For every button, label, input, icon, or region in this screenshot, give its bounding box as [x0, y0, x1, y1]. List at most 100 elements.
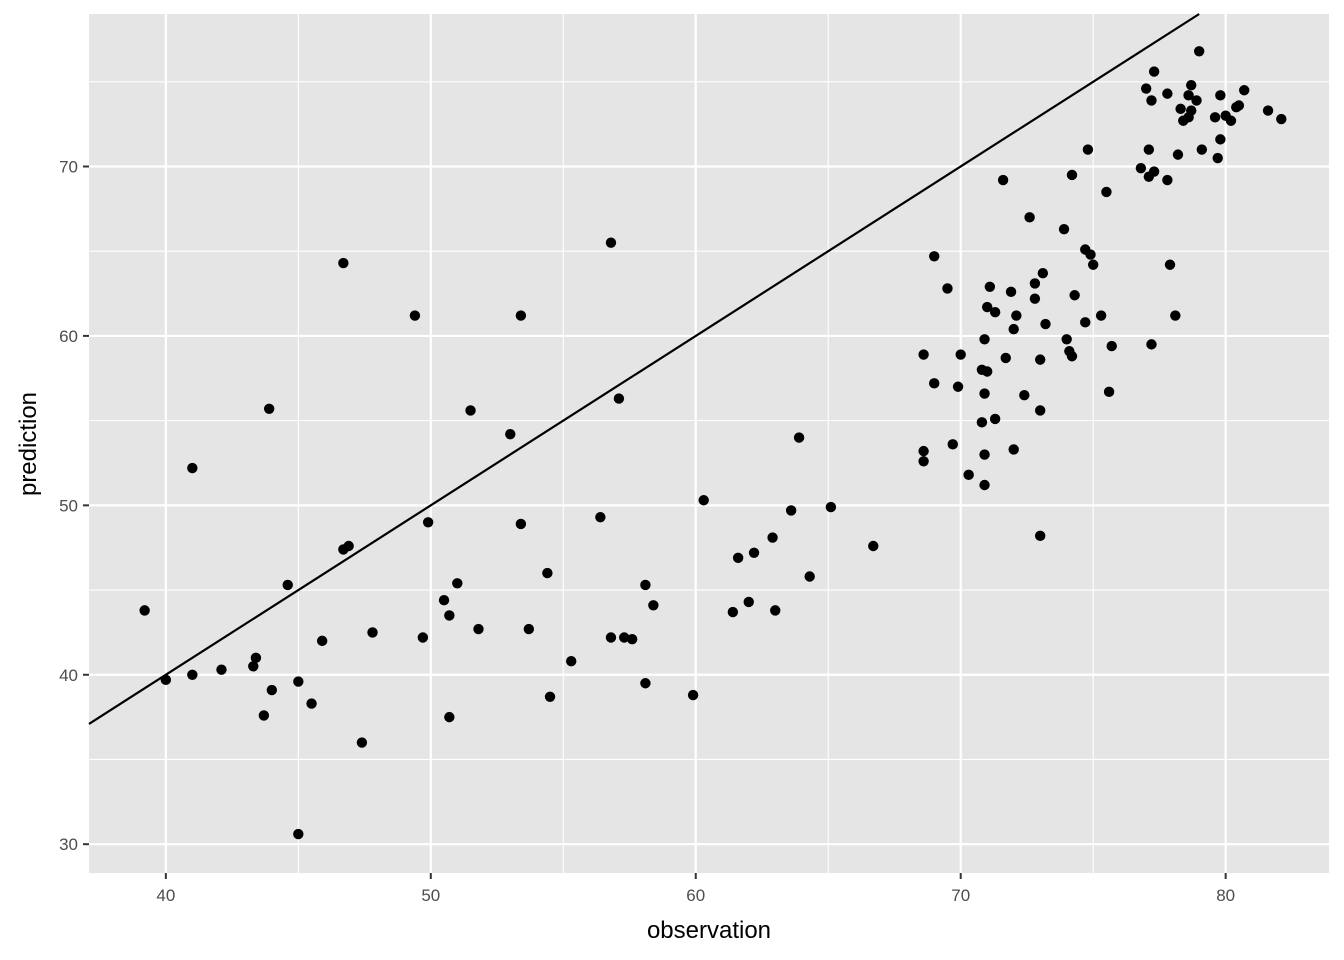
data-point — [1069, 290, 1080, 301]
data-point — [1209, 112, 1221, 123]
data-point — [266, 684, 278, 696]
data-point — [1082, 144, 1094, 155]
panel-background — [89, 14, 1329, 873]
data-point — [1008, 444, 1019, 455]
data-point — [825, 501, 837, 513]
data-point — [282, 579, 293, 591]
data-point — [942, 283, 953, 294]
data-point — [1000, 352, 1011, 364]
data-point — [452, 578, 463, 589]
data-point — [979, 388, 990, 399]
data-point — [1095, 310, 1107, 321]
x-tick-labels: 40 50 60 70 80 — [156, 886, 1235, 905]
data-point — [1029, 293, 1041, 304]
data-point — [505, 428, 516, 440]
data-point — [1215, 90, 1226, 101]
data-point — [515, 310, 527, 321]
data-point — [952, 381, 964, 392]
data-point — [929, 378, 940, 389]
y-tick-labels: 30 40 50 60 70 — [59, 157, 78, 854]
data-point — [1034, 405, 1046, 416]
data-point — [984, 281, 996, 292]
minor-gridlines — [89, 14, 1329, 873]
data-point — [979, 449, 990, 460]
major-gridlines — [89, 14, 1329, 873]
data-point — [1008, 323, 1019, 335]
data-point — [743, 596, 754, 608]
data-point — [640, 579, 651, 591]
data-point — [293, 676, 304, 687]
data-point — [767, 532, 778, 543]
data-point — [918, 445, 929, 457]
data-point — [438, 595, 450, 606]
data-point — [868, 540, 879, 552]
data-point — [338, 257, 349, 269]
data-point — [1148, 166, 1160, 177]
y-axis-title: prediction — [15, 392, 42, 496]
data-point — [1106, 340, 1117, 352]
data-point — [250, 652, 262, 664]
x-tick-label: 40 — [156, 886, 175, 905]
data-point — [444, 610, 455, 621]
data-point — [1034, 354, 1046, 365]
data-point — [595, 512, 606, 523]
data-point — [187, 669, 198, 680]
y-tick-label: 70 — [59, 157, 78, 176]
data-point — [1101, 186, 1112, 198]
data-point — [544, 691, 556, 702]
axis-ticks — [83, 165, 1227, 879]
data-point — [804, 571, 815, 582]
data-point — [160, 674, 172, 686]
data-point — [976, 417, 988, 428]
data-point — [1135, 162, 1147, 174]
x-axis-title: observation — [647, 917, 771, 944]
data-point — [1186, 79, 1197, 91]
y-tick-label: 40 — [59, 666, 78, 685]
data-point — [605, 632, 617, 643]
data-point — [918, 456, 929, 467]
data-point — [1143, 144, 1155, 155]
data-point — [139, 605, 150, 616]
data-point — [263, 403, 275, 414]
data-point — [1061, 334, 1072, 345]
data-point — [982, 301, 993, 313]
data-point — [1148, 66, 1160, 77]
data-point — [1196, 144, 1208, 155]
data-point — [1037, 268, 1049, 279]
data-point — [444, 711, 455, 723]
data-point — [698, 495, 709, 506]
data-point — [1170, 310, 1181, 321]
data-point — [258, 710, 270, 721]
data-point — [918, 349, 929, 360]
data-point — [640, 678, 651, 689]
data-point — [367, 627, 378, 638]
data-point — [343, 540, 354, 552]
data-point — [989, 306, 1001, 318]
data-point — [963, 469, 974, 481]
data-point — [1239, 85, 1250, 96]
data-point — [947, 439, 958, 450]
data-point — [648, 600, 659, 611]
data-point — [1164, 259, 1176, 270]
data-point — [1005, 286, 1017, 298]
data-point — [1034, 530, 1046, 542]
data-point — [409, 310, 421, 321]
data-point — [770, 605, 781, 616]
data-point — [1193, 46, 1205, 57]
data-point — [417, 632, 429, 643]
data-point — [1024, 212, 1035, 223]
data-point — [1146, 95, 1157, 106]
data-point — [1040, 318, 1051, 330]
data-point — [1058, 223, 1070, 235]
data-point — [1262, 105, 1274, 116]
data-point — [187, 462, 198, 474]
data-point — [997, 174, 1009, 186]
data-point — [1183, 90, 1194, 101]
data-point — [1215, 134, 1226, 145]
x-tick-label: 60 — [686, 886, 705, 905]
data-point — [619, 632, 630, 643]
data-point — [1225, 115, 1237, 126]
data-point — [316, 635, 328, 647]
data-point — [293, 828, 304, 840]
